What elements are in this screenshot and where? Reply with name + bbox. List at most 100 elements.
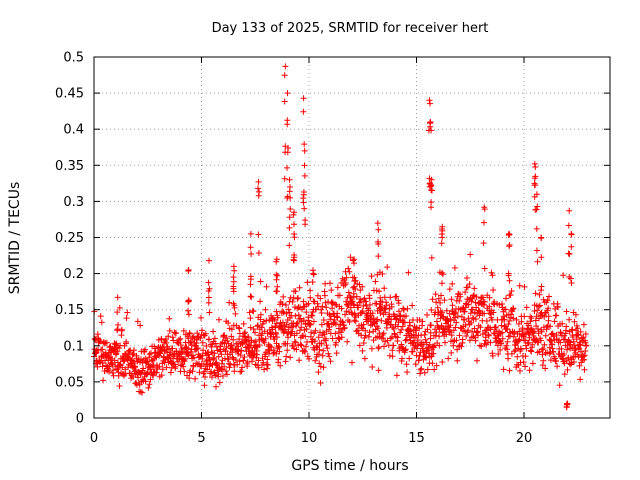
data-point bbox=[351, 317, 358, 324]
data-point bbox=[536, 302, 543, 309]
data-point bbox=[256, 188, 263, 195]
data-point bbox=[327, 358, 334, 365]
data-point bbox=[521, 283, 528, 290]
data-point bbox=[510, 305, 517, 312]
data-point bbox=[220, 373, 226, 379]
data-point bbox=[506, 318, 513, 324]
data-point bbox=[241, 330, 248, 337]
data-point bbox=[276, 348, 283, 355]
data-point bbox=[547, 357, 554, 364]
data-point bbox=[326, 353, 333, 360]
data-point bbox=[424, 311, 430, 318]
data-point bbox=[279, 319, 286, 326]
data-point bbox=[114, 348, 121, 355]
data-point bbox=[581, 352, 588, 359]
data-point bbox=[575, 332, 582, 339]
data-point bbox=[272, 330, 279, 337]
data-point bbox=[123, 338, 130, 345]
data-point bbox=[505, 272, 512, 279]
data-point bbox=[581, 366, 588, 373]
data-point bbox=[541, 341, 548, 348]
data-point bbox=[546, 350, 553, 357]
data-point bbox=[94, 363, 101, 370]
data-point bbox=[286, 309, 293, 316]
data-point bbox=[228, 326, 235, 333]
data-point bbox=[226, 364, 233, 371]
data-point bbox=[303, 309, 310, 316]
data-point bbox=[282, 358, 289, 365]
data-point bbox=[202, 374, 208, 380]
data-point bbox=[327, 316, 334, 323]
data-point bbox=[534, 307, 541, 314]
y-tick-label: 0 bbox=[76, 412, 84, 427]
data-point bbox=[467, 251, 474, 258]
data-point bbox=[423, 354, 430, 361]
data-point bbox=[257, 311, 264, 318]
data-point bbox=[262, 335, 269, 342]
data-point bbox=[182, 355, 189, 362]
data-point bbox=[580, 321, 587, 328]
data-point bbox=[186, 330, 193, 337]
data-point bbox=[323, 342, 330, 349]
data-point bbox=[427, 335, 434, 342]
data-point bbox=[255, 231, 262, 238]
data-point bbox=[582, 331, 589, 337]
data-point bbox=[283, 353, 290, 360]
data-point bbox=[199, 327, 205, 334]
data-point bbox=[266, 317, 273, 323]
y-tick-label: 0.25 bbox=[55, 231, 84, 246]
data-point bbox=[305, 317, 312, 324]
data-point bbox=[302, 221, 309, 228]
data-point bbox=[368, 273, 375, 280]
data-point bbox=[427, 329, 434, 336]
data-point bbox=[360, 321, 367, 328]
data-point bbox=[303, 326, 310, 332]
data-point bbox=[498, 340, 505, 347]
data-point bbox=[332, 330, 339, 337]
data-point bbox=[431, 366, 438, 373]
data-point bbox=[185, 307, 191, 314]
data-point bbox=[389, 353, 396, 360]
data-point bbox=[99, 346, 106, 353]
y-tick-label: 0.05 bbox=[55, 375, 84, 390]
data-point bbox=[433, 318, 440, 325]
data-point bbox=[291, 221, 297, 228]
data-point bbox=[457, 293, 464, 300]
data-point bbox=[428, 254, 435, 261]
data-point bbox=[437, 299, 444, 306]
data-point bbox=[169, 345, 176, 352]
data-point bbox=[310, 318, 317, 325]
data-point bbox=[376, 307, 383, 314]
data-point bbox=[374, 220, 381, 227]
data-point bbox=[263, 317, 270, 324]
data-point bbox=[439, 234, 446, 241]
data-point bbox=[533, 206, 540, 213]
data-point bbox=[201, 382, 208, 389]
data-point bbox=[285, 306, 292, 313]
data-point bbox=[496, 301, 503, 308]
data-point bbox=[458, 343, 465, 350]
data-point bbox=[253, 351, 260, 358]
data-point bbox=[357, 287, 364, 294]
data-point bbox=[301, 141, 308, 148]
data-point bbox=[417, 370, 423, 377]
data-point bbox=[416, 325, 423, 332]
data-point bbox=[258, 324, 265, 331]
data-point bbox=[427, 100, 433, 107]
x-tick-label: 15 bbox=[408, 431, 425, 446]
data-point bbox=[374, 271, 381, 278]
data-point bbox=[433, 362, 440, 369]
data-point bbox=[368, 345, 375, 352]
data-point bbox=[534, 258, 541, 265]
data-point bbox=[129, 351, 136, 358]
data-point bbox=[275, 356, 282, 363]
data-point bbox=[175, 337, 182, 343]
data-point bbox=[231, 368, 238, 375]
data-point bbox=[131, 347, 137, 354]
data-point bbox=[538, 328, 545, 335]
data-point bbox=[409, 302, 416, 309]
data-point bbox=[359, 283, 366, 290]
data-point bbox=[167, 369, 174, 376]
data-point bbox=[309, 279, 316, 285]
data-point bbox=[146, 351, 153, 358]
